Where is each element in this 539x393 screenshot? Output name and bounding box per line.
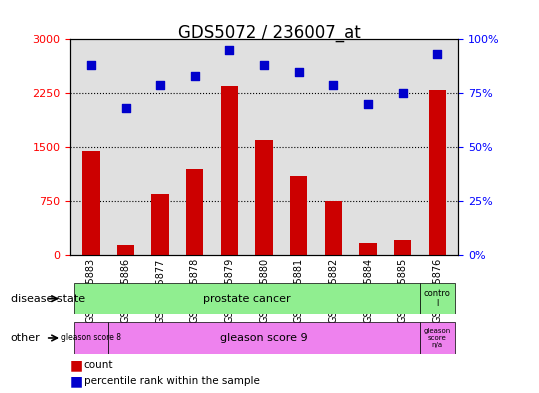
Text: percentile rank within the sample: percentile rank within the sample <box>84 376 259 386</box>
FancyBboxPatch shape <box>73 283 420 314</box>
Point <box>329 82 338 88</box>
Bar <box>221 86 238 255</box>
Bar <box>429 90 446 255</box>
Point <box>260 62 268 68</box>
FancyBboxPatch shape <box>73 322 108 354</box>
Text: ■: ■ <box>70 358 83 373</box>
Point <box>190 73 199 79</box>
Text: gleason score 9: gleason score 9 <box>220 333 308 343</box>
Bar <box>151 194 169 255</box>
Point <box>225 47 234 53</box>
Bar <box>186 169 204 255</box>
Text: GDS5072 / 236007_at: GDS5072 / 236007_at <box>178 24 361 42</box>
Text: contro
l: contro l <box>424 289 451 309</box>
Point <box>87 62 95 68</box>
Bar <box>117 244 134 255</box>
Text: prostate cancer: prostate cancer <box>203 294 291 304</box>
Point <box>364 101 372 107</box>
FancyBboxPatch shape <box>108 322 420 354</box>
Bar <box>82 151 100 255</box>
Text: gleason score 8: gleason score 8 <box>61 334 121 342</box>
Point <box>433 51 441 57</box>
Bar <box>394 240 411 255</box>
Point <box>398 90 407 96</box>
Bar <box>360 243 377 255</box>
Point <box>294 68 303 75</box>
Text: gleason
score
n/a: gleason score n/a <box>424 328 451 348</box>
Point <box>121 105 130 112</box>
FancyBboxPatch shape <box>420 283 455 314</box>
Bar <box>255 140 273 255</box>
Bar <box>290 176 307 255</box>
Text: count: count <box>84 360 113 371</box>
Text: ■: ■ <box>70 374 83 388</box>
Text: disease state: disease state <box>11 294 85 304</box>
Point <box>156 82 164 88</box>
Text: other: other <box>11 333 40 343</box>
FancyBboxPatch shape <box>420 322 455 354</box>
Bar <box>324 201 342 255</box>
